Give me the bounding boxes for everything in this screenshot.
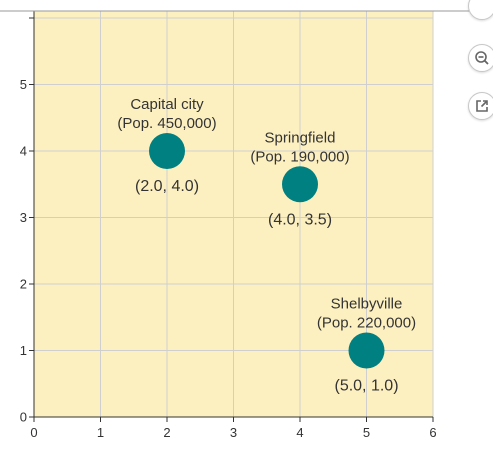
y-tick-label: 4 [20,144,27,159]
x-tick-label: 2 [163,425,170,440]
point-population-label: (Pop. 220,000) [317,315,416,332]
y-tick-label: 0 [20,410,27,425]
point-name-label: Capital city [130,96,204,113]
point-name-label: Shelbyville [331,296,403,313]
point-coordinate-label: (2.0, 4.0) [135,178,199,195]
point-population-label: (Pop. 450,000) [117,115,216,132]
x-tick-label: 4 [296,425,303,440]
x-tick-label: 6 [429,425,436,440]
point-coordinate-label: (4.0, 3.5) [268,211,332,228]
point-coordinate-label: (5.0, 1.0) [334,378,398,395]
scatter-point[interactable] [348,332,385,369]
x-tick-label: 0 [30,425,37,440]
x-tick-label: 3 [230,425,237,440]
y-tick-label: 2 [20,277,27,292]
x-tick-label: 5 [363,425,370,440]
open-external-button[interactable] [468,92,493,120]
y-tick-label: 3 [20,210,27,225]
scatter-point[interactable] [282,166,318,203]
y-tick-label: 1 [20,343,27,358]
zoom-out-button[interactable] [468,44,493,72]
toolbar-partial-button[interactable] [468,0,493,20]
point-population-label: (Pop. 190,000) [250,148,349,165]
point-name-label: Springfield [265,129,336,146]
zoom-out-icon [475,51,489,65]
scatter-point[interactable] [149,133,185,169]
open-external-icon [476,100,488,112]
frame-top-mask [0,0,493,11]
x-tick-label: 1 [97,425,104,440]
y-tick-label: 5 [20,77,27,92]
